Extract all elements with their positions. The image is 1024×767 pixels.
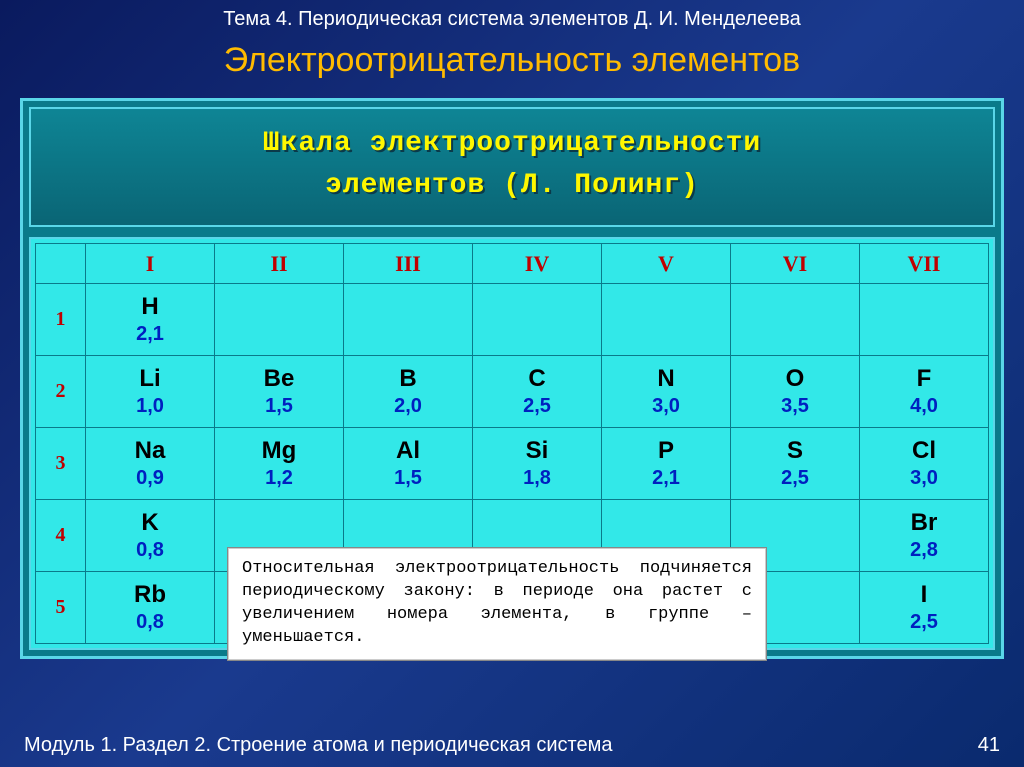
element-value: 3,0 — [862, 467, 986, 489]
element-value: 2,1 — [604, 467, 728, 489]
element-symbol: N — [604, 366, 728, 392]
banner-line-2: элементов (Л. Полинг) — [37, 165, 987, 207]
element-cell: F 4,0 — [860, 356, 989, 428]
element-value: 0,8 — [88, 611, 212, 633]
col-header: VII — [860, 244, 989, 284]
element-value: 0,9 — [88, 467, 212, 489]
element-value: 1,5 — [346, 467, 470, 489]
element-symbol: Si — [475, 438, 599, 464]
element-symbol: Be — [217, 366, 341, 392]
content-card: Шкала электроотрицательности элементов (… — [20, 98, 1004, 659]
table-row: 3Na 0,9Mg 1,2Al 1,5Si 1,8P 2,1S 2,5Cl 3,0 — [36, 428, 989, 500]
element-cell: Br 2,8 — [860, 500, 989, 572]
element-symbol: Al — [346, 438, 470, 464]
element-cell: Al 1,5 — [344, 428, 473, 500]
element-value: 2,8 — [862, 539, 986, 561]
element-symbol: F — [862, 366, 986, 392]
element-symbol: Mg — [217, 438, 341, 464]
element-cell: K 0,8 — [86, 500, 215, 572]
row-header: 4 — [36, 500, 86, 572]
element-value: 4,0 — [862, 395, 986, 417]
element-cell: I 2,5 — [860, 572, 989, 644]
banner: Шкала электроотрицательности элементов (… — [29, 107, 995, 227]
element-value: 1,2 — [217, 467, 341, 489]
element-cell: N 3,0 — [602, 356, 731, 428]
element-cell: Si 1,8 — [473, 428, 602, 500]
element-cell — [731, 284, 860, 356]
element-cell: Li 1,0 — [86, 356, 215, 428]
element-cell — [344, 284, 473, 356]
topic-line: Тема 4. Периодическая система элементов … — [0, 0, 1024, 31]
element-value: 3,0 — [604, 395, 728, 417]
table-container: I II III IV V VI VII 1H2,12Li1,0Be1,5B2,… — [29, 237, 995, 650]
element-cell: Be 1,5 — [215, 356, 344, 428]
element-cell: Rb 0,8 — [86, 572, 215, 644]
element-cell: S 2,5 — [731, 428, 860, 500]
element-symbol: S — [733, 438, 857, 464]
footer-left: Модуль 1. Раздел 2. Строение атома и пер… — [24, 734, 612, 757]
element-symbol: Cl — [862, 438, 986, 464]
element-cell: B 2,0 — [344, 356, 473, 428]
element-cell: Cl 3,0 — [860, 428, 989, 500]
element-cell: H 2,1 — [86, 284, 215, 356]
footer: Модуль 1. Раздел 2. Строение атома и пер… — [0, 734, 1024, 757]
element-value: 2,5 — [733, 467, 857, 489]
element-value: 0,8 — [88, 539, 212, 561]
slide-title: Электроотрицательность элементов — [0, 31, 1024, 98]
element-value: 2,5 — [475, 395, 599, 417]
element-value: 1,0 — [88, 395, 212, 417]
element-symbol: Br — [862, 510, 986, 536]
element-symbol: C — [475, 366, 599, 392]
element-symbol: K — [88, 510, 212, 536]
element-value: 2,0 — [346, 395, 470, 417]
table-row: 2Li 1,0Be 1,5B 2,0C 2,5N 3,0O 3,5F 4,0 — [36, 356, 989, 428]
col-header: I — [86, 244, 215, 284]
element-cell — [473, 284, 602, 356]
col-header: II — [215, 244, 344, 284]
row-header: 1 — [36, 284, 86, 356]
element-value: 2,5 — [862, 611, 986, 633]
slide-number: 41 — [978, 734, 1000, 757]
element-symbol: Na — [88, 438, 212, 464]
element-symbol: O — [733, 366, 857, 392]
element-symbol: H — [88, 294, 212, 320]
element-cell: Na 0,9 — [86, 428, 215, 500]
element-value: 1,5 — [217, 395, 341, 417]
row-header: 5 — [36, 572, 86, 644]
element-cell: Mg 1,2 — [215, 428, 344, 500]
table-header-row: I II III IV V VI VII — [36, 244, 989, 284]
element-value: 2,1 — [88, 323, 212, 345]
banner-line-1: Шкала электроотрицательности — [37, 123, 987, 165]
element-cell — [860, 284, 989, 356]
element-cell: O 3,5 — [731, 356, 860, 428]
note-box: Относительная электроотрицательность под… — [227, 547, 767, 661]
element-symbol: Li — [88, 366, 212, 392]
element-value: 1,8 — [475, 467, 599, 489]
col-header: V — [602, 244, 731, 284]
element-cell: P 2,1 — [602, 428, 731, 500]
element-symbol: P — [604, 438, 728, 464]
col-header: VI — [731, 244, 860, 284]
element-cell: C 2,5 — [473, 356, 602, 428]
element-symbol: Rb — [88, 582, 212, 608]
element-cell — [215, 284, 344, 356]
element-cell — [602, 284, 731, 356]
col-header: III — [344, 244, 473, 284]
element-symbol: I — [862, 582, 986, 608]
element-value: 3,5 — [733, 395, 857, 417]
col-header-blank — [36, 244, 86, 284]
row-header: 3 — [36, 428, 86, 500]
row-header: 2 — [36, 356, 86, 428]
element-symbol: B — [346, 366, 470, 392]
col-header: IV — [473, 244, 602, 284]
table-row: 1H 2,1 — [36, 284, 989, 356]
